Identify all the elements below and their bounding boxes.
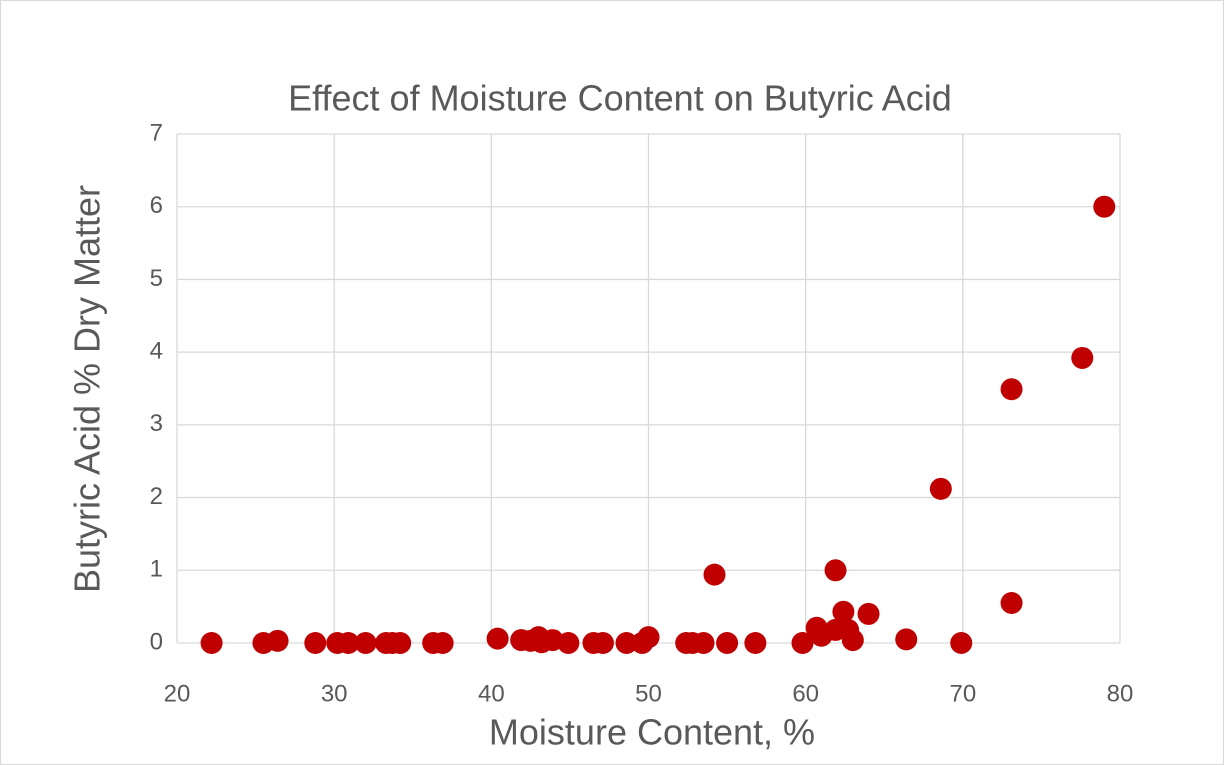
- point: [591, 632, 614, 654]
- x-axis-title: Moisture Content, %: [489, 712, 815, 753]
- y-tick-label: 4: [150, 337, 163, 364]
- x-tick-label: 20: [164, 680, 191, 707]
- y-tick-label: 2: [150, 483, 163, 510]
- point: [895, 628, 918, 651]
- point: [857, 602, 880, 625]
- point: [304, 632, 327, 654]
- point: [1093, 195, 1116, 218]
- y-tick-label: 3: [150, 410, 163, 437]
- point: [1071, 346, 1094, 369]
- y-tick-label: 0: [150, 628, 163, 655]
- y-tick-label: 6: [150, 192, 163, 219]
- x-tick-label: 30: [321, 680, 348, 707]
- y-tick-label: 7: [150, 119, 163, 146]
- x-tick-label: 60: [792, 680, 819, 707]
- y-axis-title: Butyric Acid % Dry Matter: [67, 185, 108, 593]
- point: [1000, 378, 1023, 401]
- point: [791, 632, 814, 654]
- point: [431, 632, 454, 654]
- point: [354, 632, 377, 654]
- x-tick-label: 70: [949, 680, 976, 707]
- point: [692, 632, 715, 654]
- point: [337, 632, 360, 654]
- point: [841, 629, 864, 652]
- point: [1000, 592, 1023, 615]
- point: [716, 632, 739, 654]
- point: [615, 632, 638, 654]
- y-tick-label: 5: [150, 265, 163, 292]
- point: [703, 563, 726, 586]
- point: [824, 559, 847, 582]
- x-tick-label: 40: [478, 680, 505, 707]
- point: [744, 632, 767, 654]
- point: [832, 600, 855, 623]
- y-tick-label: 1: [150, 556, 163, 583]
- point: [950, 632, 973, 654]
- chart-title: Effect of Moisture Content on Butyric Ac…: [288, 78, 952, 119]
- point: [266, 629, 289, 652]
- x-tick-label: 80: [1107, 680, 1134, 707]
- point: [200, 632, 223, 654]
- point: [929, 477, 952, 500]
- point: [486, 627, 509, 650]
- point: [389, 632, 412, 654]
- x-tick-label: 50: [635, 680, 662, 707]
- point: [637, 626, 660, 649]
- point: [557, 632, 580, 654]
